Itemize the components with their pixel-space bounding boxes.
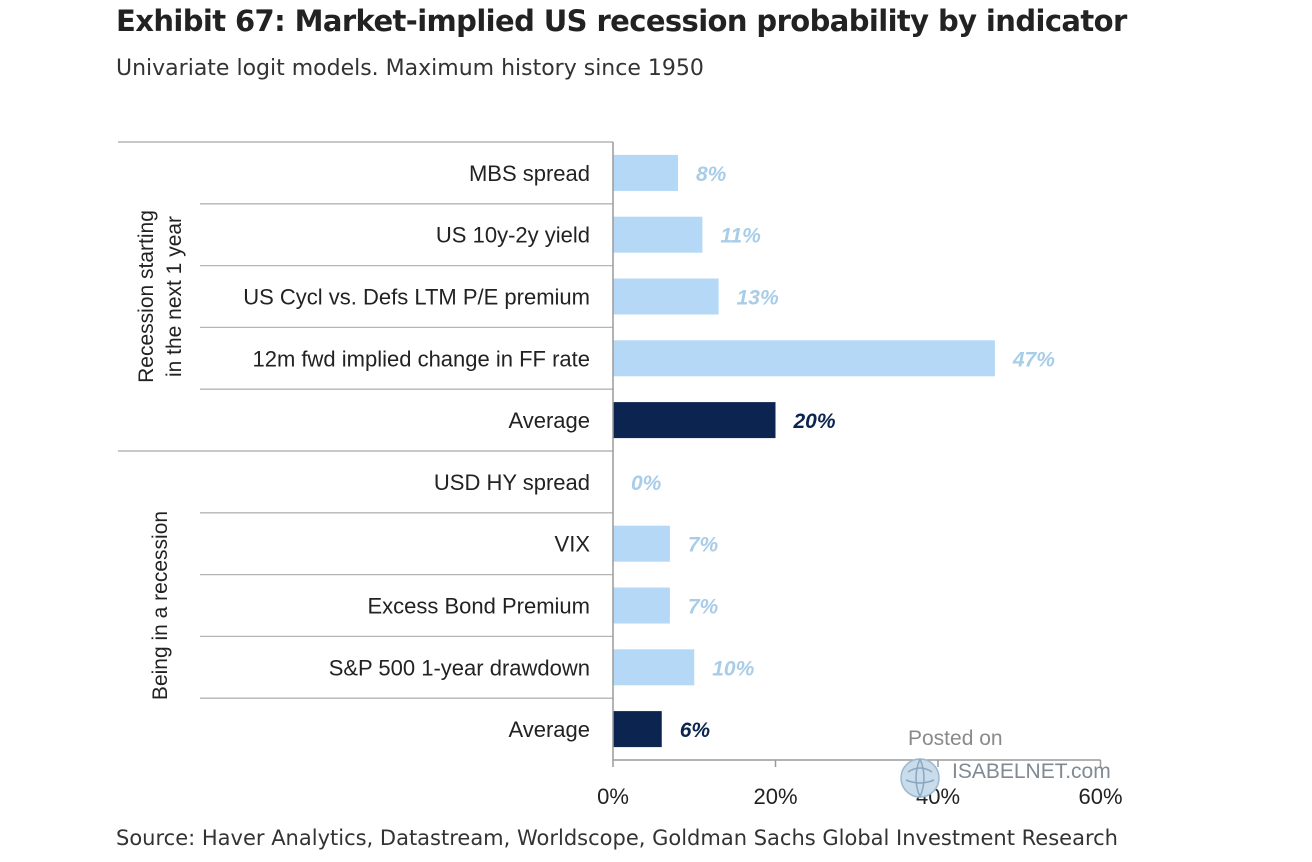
category-label: MBS spread <box>469 161 590 186</box>
value-label: 13% <box>737 287 779 310</box>
value-label: 47% <box>1012 348 1055 371</box>
bar <box>613 587 670 624</box>
bar <box>613 525 670 562</box>
value-label: 7% <box>688 596 719 619</box>
category-label: US 10y-2y yield <box>436 223 590 248</box>
bar <box>613 402 776 439</box>
category-label: Average <box>508 408 590 433</box>
chart-source: Source: Haver Analytics, Datastream, Wor… <box>116 826 1118 850</box>
value-label: 8% <box>696 163 727 186</box>
group-label: Recession starting in the next 1 year <box>135 210 186 383</box>
value-label: 6% <box>680 719 711 742</box>
watermark-posted-text: Posted on <box>908 727 1003 750</box>
category-label: USD HY spread <box>434 470 590 495</box>
bar <box>613 216 703 253</box>
x-tick-label: 60% <box>1078 784 1122 809</box>
value-label: 10% <box>712 657 754 680</box>
bar <box>613 278 719 315</box>
category-label: S&P 500 1-year drawdown <box>329 655 590 680</box>
bar <box>613 340 995 377</box>
category-label: 12m fwd implied change in FF rate <box>253 346 591 371</box>
chart-title: Exhibit 67: Market-implied US recession … <box>116 4 1127 38</box>
globe-icon <box>900 758 940 798</box>
x-tick-label: 0% <box>597 784 629 809</box>
watermark-brand-text: ISABELNET.com <box>952 760 1111 783</box>
category-label: US Cycl vs. Defs LTM P/E premium <box>243 285 590 310</box>
value-label: 7% <box>688 534 719 557</box>
value-label: 0% <box>631 472 662 495</box>
category-label: VIX <box>555 532 591 557</box>
bar <box>613 649 695 686</box>
group-label: Being in a recession <box>149 511 172 700</box>
category-label: Excess Bond Premium <box>367 594 590 619</box>
bar <box>613 711 662 748</box>
bar <box>613 154 678 191</box>
value-label: 20% <box>793 410 836 433</box>
chart-subtitle: Univariate logit models. Maximum history… <box>116 56 704 81</box>
value-label: 11% <box>720 225 761 248</box>
category-label: Average <box>508 717 590 742</box>
x-tick-label: 20% <box>753 784 797 809</box>
